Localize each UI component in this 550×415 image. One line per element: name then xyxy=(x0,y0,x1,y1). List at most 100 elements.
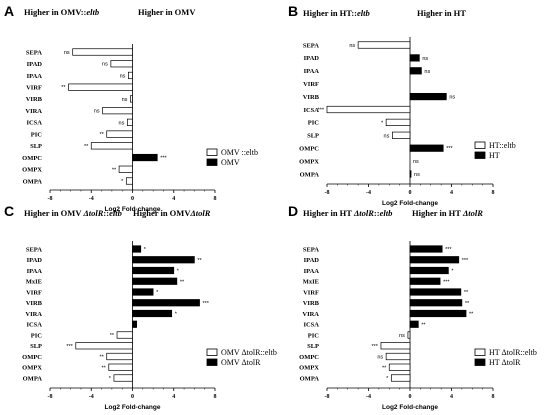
bar xyxy=(409,256,460,264)
significance-label: ns xyxy=(424,69,430,75)
significance-label: *** xyxy=(462,258,469,264)
significance-label: ** xyxy=(421,322,426,328)
significance-label: ns xyxy=(94,109,100,115)
bar xyxy=(385,352,411,361)
bar xyxy=(407,331,411,339)
bar xyxy=(126,118,133,126)
category-label: VIRB xyxy=(26,300,43,307)
significance-label: ** xyxy=(197,258,202,264)
bar xyxy=(390,374,411,382)
significance-label: ** xyxy=(61,85,66,91)
header-left: Higher in OMV ΔtolR::eltb xyxy=(24,208,122,218)
significance-label: ns xyxy=(64,50,70,56)
x-tick-label: 8 xyxy=(492,190,495,196)
significance-label: ns xyxy=(102,62,108,68)
bar xyxy=(75,342,133,350)
panel-label: A xyxy=(4,3,14,19)
category-label: VIRF xyxy=(303,289,319,296)
category-label: VIRB xyxy=(303,94,320,101)
x-tick-label: -8 xyxy=(48,196,53,202)
chart-panel-a: A Higher in OMV::eltb Higher in OMV-8 -4 0 4 8… xyxy=(4,3,258,213)
bar xyxy=(132,266,175,275)
category-label: OMPA xyxy=(23,178,43,185)
category-label: OMPX xyxy=(22,365,42,372)
significance-label: ns xyxy=(422,56,428,62)
category-label: IPAA xyxy=(304,268,320,275)
bar xyxy=(108,363,133,371)
bar xyxy=(132,320,137,328)
category-label: OMPX xyxy=(299,158,319,165)
significance-label: * xyxy=(109,376,112,382)
bar xyxy=(409,299,463,307)
legend-label: HT xyxy=(489,151,500,160)
bar xyxy=(72,48,133,56)
x-tick-label: -4 xyxy=(366,190,371,196)
bar xyxy=(68,83,133,91)
bar xyxy=(409,277,441,285)
x-tick-label: -8 xyxy=(48,394,53,400)
significance-label: *** xyxy=(203,301,210,307)
bar xyxy=(132,277,178,285)
x-tick-label: 4 xyxy=(172,394,175,400)
bar xyxy=(132,299,200,307)
category-label: IPAD xyxy=(304,257,320,264)
category-label: SEPA xyxy=(26,246,42,253)
significance-label: ** xyxy=(99,132,104,138)
significance-label: ns xyxy=(414,172,420,178)
significance-label: * xyxy=(175,312,178,318)
bar xyxy=(130,95,133,103)
legend-swatch xyxy=(474,348,486,356)
significance-label: ** xyxy=(465,301,470,307)
bar xyxy=(409,309,467,318)
significance-label: ** xyxy=(464,290,469,296)
bar xyxy=(128,71,133,80)
bar xyxy=(385,118,411,127)
category-label: VIRB xyxy=(26,96,43,103)
x-tick-label: 4 xyxy=(172,196,175,202)
category-label: SLP xyxy=(30,343,42,350)
legend-swatch xyxy=(206,158,218,166)
category-label: SLP xyxy=(307,343,319,350)
category-label: OMPC xyxy=(299,354,319,361)
legend-swatch xyxy=(474,151,486,159)
header-right: Higher in OMVΔtolR xyxy=(133,208,211,218)
category-label: VIRF xyxy=(303,81,319,88)
bar xyxy=(409,245,443,253)
category-label: PIC xyxy=(31,332,43,339)
category-label: OMPA xyxy=(300,375,320,382)
category-label: SEPA xyxy=(303,246,319,253)
category-label: VIRB xyxy=(303,300,320,307)
bar xyxy=(357,41,411,49)
significance-label: ** xyxy=(469,312,474,318)
significance-label: * xyxy=(156,290,159,296)
category-label: PIC xyxy=(308,332,320,339)
bar xyxy=(106,130,133,138)
legend-label: OMV ::eltb xyxy=(221,148,258,157)
legend-swatch xyxy=(206,358,218,366)
bar xyxy=(110,60,133,68)
category-label: PIC xyxy=(308,120,320,127)
significance-label: ns xyxy=(449,95,455,101)
x-tick-label: 8 xyxy=(214,196,217,202)
significance-label: * xyxy=(381,120,384,126)
x-tick-label: 4 xyxy=(450,190,453,196)
x-axis-label: Log2 Fold-change xyxy=(105,206,161,213)
legend-swatch xyxy=(206,148,218,156)
category-label: ICSA xyxy=(26,120,42,127)
category-label: SEPA xyxy=(26,49,42,56)
significance-label: ** xyxy=(99,355,104,361)
bar xyxy=(132,288,154,296)
bar xyxy=(132,309,173,318)
significance-label: ns xyxy=(413,159,419,165)
significance-label: * xyxy=(451,269,454,275)
legend-swatch xyxy=(474,358,486,366)
bar xyxy=(102,107,133,115)
x-axis-label: Log2 Fold-change xyxy=(382,200,438,207)
bar xyxy=(116,331,133,339)
bar xyxy=(409,320,419,328)
chart-panel-b: B Higher in HT::eltb Higher in HT-8 -4 0 4 8Lo… xyxy=(288,3,516,207)
significance-label: *** xyxy=(160,156,167,162)
bar xyxy=(132,245,142,253)
